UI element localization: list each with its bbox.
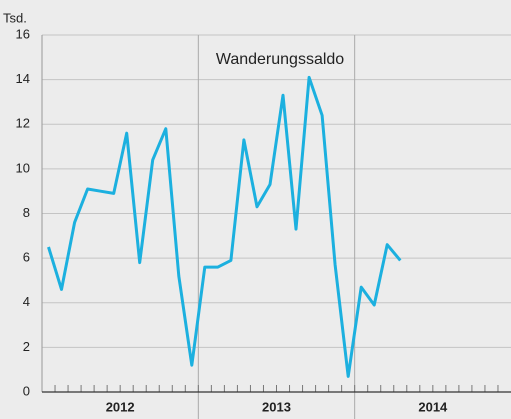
y-tick-label: 10 — [16, 160, 30, 175]
y-tick-label: 4 — [23, 294, 30, 309]
y-tick-label: 14 — [16, 71, 30, 86]
y-unit-label: Tsd. — [3, 10, 27, 25]
y-tick-label: 8 — [23, 205, 30, 220]
y-tick-label: 0 — [23, 383, 30, 398]
y-tick-label: 16 — [16, 26, 30, 41]
annotation: Wanderungssaldo — [216, 51, 344, 68]
x-year-label: 2013 — [262, 399, 291, 414]
y-tick-label: 2 — [23, 339, 30, 354]
x-year-label: 2012 — [106, 399, 135, 414]
y-tick-label: 12 — [16, 116, 30, 131]
data-line — [47, 75, 402, 378]
x-year-label: 2014 — [418, 399, 448, 414]
y-tick-label: 6 — [23, 250, 30, 265]
